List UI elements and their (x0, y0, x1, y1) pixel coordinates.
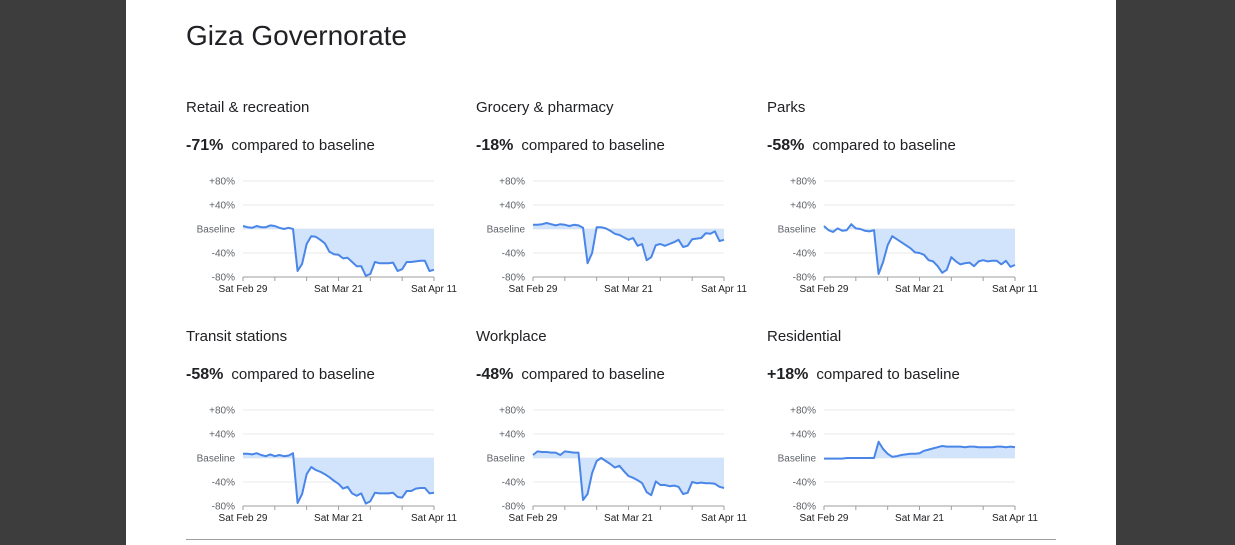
mobility-chart-parks: +80% +40% Baseline -40% -80%Sat Feb 29 Sat Ma… (778, 177, 1039, 296)
x-tick-label: Sat Mar 21 (604, 513, 653, 524)
y-tick-label: +40% (790, 430, 816, 441)
y-tick-label: -80% (502, 273, 525, 284)
y-tick-label: -80% (793, 273, 816, 284)
headline-percent: -18% (476, 137, 514, 154)
mobility-chart-grocery-pharmacy: +80% +40% Baseline -40% -80%Sat Feb 29 Sat Ma… (487, 177, 748, 296)
deviation-area (824, 224, 1015, 274)
y-tick-label: -40% (212, 249, 235, 260)
y-tick-label: -40% (793, 478, 816, 489)
category-title: Parks (767, 99, 806, 116)
headline-stat: -58% compared to baseline (186, 366, 375, 384)
y-tick-label: +80% (790, 177, 816, 188)
headline-percent: -58% (186, 366, 224, 383)
y-tick-label: +40% (499, 430, 525, 441)
y-tick-label: Baseline (487, 225, 526, 236)
deviation-area (824, 441, 1015, 459)
deviation-area (243, 225, 434, 276)
y-tick-label: +80% (499, 177, 525, 188)
series-line (532, 450, 725, 501)
x-tick-label: Sat Feb 29 (800, 284, 849, 295)
y-tick-label: -80% (793, 502, 816, 513)
compare-text: compared to baseline (816, 366, 960, 383)
x-tick-label: Sat Mar 21 (314, 513, 363, 524)
headline-stat: -58% compared to baseline (767, 137, 956, 155)
mobility-chart-transit-stations: +80% +40% Baseline -40% -80%Sat Feb 29 Sat Ma… (197, 406, 458, 525)
y-tick-label: +80% (790, 406, 816, 417)
x-tick-label: Sat Mar 21 (895, 284, 944, 295)
mobility-chart-residential: +80% +40% Baseline -40% -80%Sat Feb 29 Sat Ma… (778, 406, 1039, 525)
y-tick-label: +80% (499, 406, 525, 417)
headline-stat: -48% compared to baseline (476, 366, 665, 384)
x-tick-label: Sat Apr 11 (992, 513, 1038, 524)
mobility-chart-workplace: +80% +40% Baseline -40% -80%Sat Feb 29 Sat Ma… (487, 406, 748, 525)
y-tick-label: +40% (209, 430, 235, 441)
compare-text: compared to baseline (231, 366, 375, 383)
headline-percent: -71% (186, 137, 224, 154)
headline-percent: -58% (767, 137, 805, 154)
y-tick-label: -80% (502, 502, 525, 513)
category-title: Retail & recreation (186, 99, 310, 116)
compare-text: compared to baseline (231, 137, 375, 154)
compare-text: compared to baseline (521, 137, 665, 154)
series-line (243, 452, 435, 505)
x-tick-label: Sat Apr 11 (701, 513, 747, 524)
category-title: Transit stations (186, 328, 288, 345)
series-line (824, 440, 1016, 460)
page-title: Giza Governorate (186, 20, 407, 51)
y-tick-label: +40% (499, 201, 525, 212)
compare-text: compared to baseline (812, 137, 956, 154)
y-tick-label: +80% (209, 177, 235, 188)
x-tick-label: Sat Feb 29 (219, 284, 268, 295)
deviation-area (243, 453, 434, 504)
panel-grocery-pharmacy: Grocery & pharmacy -18% compared to basel… (476, 99, 766, 309)
deviation-area (533, 223, 724, 264)
section-divider (186, 539, 1056, 540)
category-title: Grocery & pharmacy (476, 99, 614, 116)
x-tick-label: Sat Mar 21 (314, 284, 363, 295)
y-tick-label: +40% (209, 201, 235, 212)
x-tick-label: Sat Feb 29 (509, 284, 558, 295)
x-tick-label: Sat Apr 11 (701, 284, 747, 295)
y-tick-label: Baseline (197, 454, 236, 465)
y-tick-label: -40% (502, 249, 525, 260)
y-tick-label: -80% (212, 502, 235, 513)
compare-text: compared to baseline (521, 366, 665, 383)
panel-retail-recreation: Retail & recreation -71% compared to base… (186, 99, 476, 309)
headline-percent: +18% (767, 366, 809, 383)
y-tick-label: -40% (793, 249, 816, 260)
y-tick-label: Baseline (778, 225, 817, 236)
headline-percent: -48% (476, 366, 514, 383)
y-tick-label: Baseline (197, 225, 236, 236)
panel-residential: Residential +18% compared to baseline +80… (767, 328, 1057, 538)
panel-parks: Parks -58% compared to baseline +80% +40% B… (767, 99, 1057, 309)
mobility-chart-retail-recreation: +80% +40% Baseline -40% -80%Sat Feb 29 Sat Ma… (197, 177, 458, 296)
headline-stat: +18% compared to baseline (767, 366, 960, 384)
series-line (533, 222, 725, 265)
y-tick-label: -40% (502, 478, 525, 489)
x-tick-label: Sat Apr 11 (411, 513, 457, 524)
panel-transit-stations: Transit stations -58% compared to baselin… (186, 328, 476, 538)
series-line (823, 223, 1016, 275)
series-line (242, 224, 435, 277)
y-tick-label: +40% (790, 201, 816, 212)
y-tick-label: Baseline (778, 454, 817, 465)
headline-stat: -18% compared to baseline (476, 137, 665, 155)
x-tick-label: Sat Apr 11 (992, 284, 1038, 295)
headline-stat: -71% compared to baseline (186, 137, 375, 155)
x-tick-label: Sat Feb 29 (219, 513, 268, 524)
y-tick-label: Baseline (487, 454, 526, 465)
report-page: Giza Governorate Retail & recreation -71… (126, 0, 1116, 545)
category-title: Residential (767, 328, 842, 345)
y-tick-label: -80% (212, 273, 235, 284)
x-tick-label: Sat Feb 29 (509, 513, 558, 524)
panel-workplace: Workplace -48% compared to baseline +80% +… (476, 328, 766, 538)
x-tick-label: Sat Feb 29 (800, 513, 849, 524)
x-tick-label: Sat Mar 21 (895, 513, 944, 524)
y-tick-label: +80% (209, 406, 235, 417)
y-tick-label: -40% (212, 478, 235, 489)
x-tick-label: Sat Apr 11 (411, 284, 457, 295)
x-tick-label: Sat Mar 21 (604, 284, 653, 295)
category-title: Workplace (476, 328, 547, 345)
